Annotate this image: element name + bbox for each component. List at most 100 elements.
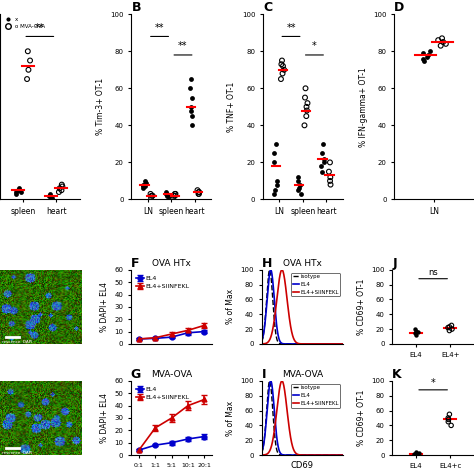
Point bbox=[13, 190, 20, 198]
Point bbox=[423, 53, 430, 61]
EL4 bbox=[319, 452, 325, 458]
Point bbox=[424, 51, 431, 59]
Point bbox=[55, 188, 63, 196]
EL4+SIINFEKL bbox=[279, 267, 285, 273]
Point bbox=[419, 49, 426, 57]
Point bbox=[411, 325, 419, 333]
Point bbox=[163, 190, 170, 198]
EL4+SIINFEKL bbox=[358, 341, 364, 347]
Point bbox=[297, 190, 304, 198]
Point bbox=[325, 168, 333, 175]
Point bbox=[163, 192, 171, 200]
Point bbox=[140, 181, 148, 188]
Point bbox=[270, 190, 278, 198]
Point bbox=[273, 177, 281, 185]
EL4 bbox=[343, 341, 348, 347]
Point bbox=[48, 194, 56, 201]
isotype bbox=[319, 341, 325, 347]
Text: **: ** bbox=[35, 23, 45, 33]
Point bbox=[320, 155, 328, 163]
Text: F: F bbox=[131, 257, 139, 270]
Point bbox=[56, 184, 64, 192]
EL4 bbox=[259, 338, 264, 344]
Point bbox=[141, 182, 148, 190]
Text: C: C bbox=[263, 1, 272, 14]
Point bbox=[195, 190, 202, 198]
isotype bbox=[259, 450, 264, 456]
Point bbox=[272, 186, 279, 194]
EL4+SIINFEKL bbox=[259, 452, 264, 458]
Y-axis label: % CD69+ OT-1: % CD69+ OT-1 bbox=[356, 279, 365, 335]
Point bbox=[165, 192, 173, 200]
Point bbox=[169, 194, 177, 201]
isotype bbox=[358, 341, 364, 347]
isotype bbox=[308, 341, 313, 347]
Point bbox=[415, 449, 422, 456]
Point bbox=[148, 192, 155, 200]
Point bbox=[327, 173, 334, 181]
Point bbox=[139, 182, 146, 190]
Point bbox=[295, 184, 302, 192]
Point bbox=[149, 192, 156, 200]
Point bbox=[445, 418, 452, 426]
isotype bbox=[343, 452, 348, 458]
Point bbox=[445, 416, 452, 423]
Point bbox=[171, 190, 179, 198]
Text: I: I bbox=[262, 368, 266, 381]
Point bbox=[442, 40, 450, 48]
Point bbox=[319, 149, 326, 157]
Line: EL4: EL4 bbox=[262, 270, 364, 344]
Point bbox=[302, 84, 310, 92]
EL4+SIINFEKL bbox=[343, 452, 348, 458]
isotype bbox=[358, 452, 364, 458]
Point bbox=[319, 168, 326, 175]
Point bbox=[139, 184, 147, 192]
Point bbox=[446, 410, 453, 418]
isotype bbox=[361, 452, 366, 458]
EL4 bbox=[259, 449, 264, 455]
EL4 bbox=[314, 341, 320, 347]
Point bbox=[273, 181, 281, 188]
Point bbox=[271, 159, 278, 166]
Point bbox=[279, 62, 287, 70]
Text: **: ** bbox=[155, 23, 164, 33]
Point bbox=[318, 162, 325, 170]
EL4 bbox=[268, 267, 273, 273]
Point bbox=[139, 181, 147, 188]
isotype bbox=[361, 341, 366, 347]
Point bbox=[273, 140, 280, 148]
EL4 bbox=[343, 452, 348, 458]
isotype bbox=[319, 452, 325, 458]
Point bbox=[147, 190, 155, 198]
Text: OVA HTx: OVA HTx bbox=[283, 259, 322, 268]
EL4 bbox=[308, 452, 313, 458]
Point bbox=[419, 55, 426, 63]
Point bbox=[294, 173, 302, 181]
Legend: EL4, EL4+SIINFEKL: EL4, EL4+SIINFEKL bbox=[134, 273, 192, 292]
EL4+SIINFEKL bbox=[343, 341, 348, 347]
Point bbox=[414, 328, 422, 336]
isotype bbox=[267, 267, 273, 273]
Text: **: ** bbox=[178, 41, 188, 51]
Text: OVA HTx: OVA HTx bbox=[152, 259, 191, 268]
Point bbox=[187, 103, 194, 110]
isotype bbox=[343, 341, 348, 347]
EL4+SIINFEKL bbox=[361, 452, 366, 458]
Point bbox=[188, 112, 196, 120]
Point bbox=[303, 107, 311, 114]
Point bbox=[141, 177, 149, 185]
Y-axis label: % CD69+ OT-1: % CD69+ OT-1 bbox=[356, 390, 365, 446]
Point bbox=[25, 66, 32, 73]
EL4+SIINFEKL bbox=[314, 452, 320, 458]
Text: *: * bbox=[431, 378, 436, 388]
Point bbox=[412, 327, 419, 334]
Point bbox=[294, 177, 301, 185]
Point bbox=[448, 325, 456, 333]
Y-axis label: % TNF+ OT-1: % TNF+ OT-1 bbox=[227, 82, 236, 132]
X-axis label: CD69: CD69 bbox=[291, 461, 314, 470]
isotype bbox=[308, 452, 313, 458]
Text: rescence  DAPI: rescence DAPI bbox=[1, 339, 32, 344]
Point bbox=[439, 38, 447, 46]
Point bbox=[411, 450, 419, 457]
Line: EL4+SIINFEKL: EL4+SIINFEKL bbox=[262, 381, 364, 455]
